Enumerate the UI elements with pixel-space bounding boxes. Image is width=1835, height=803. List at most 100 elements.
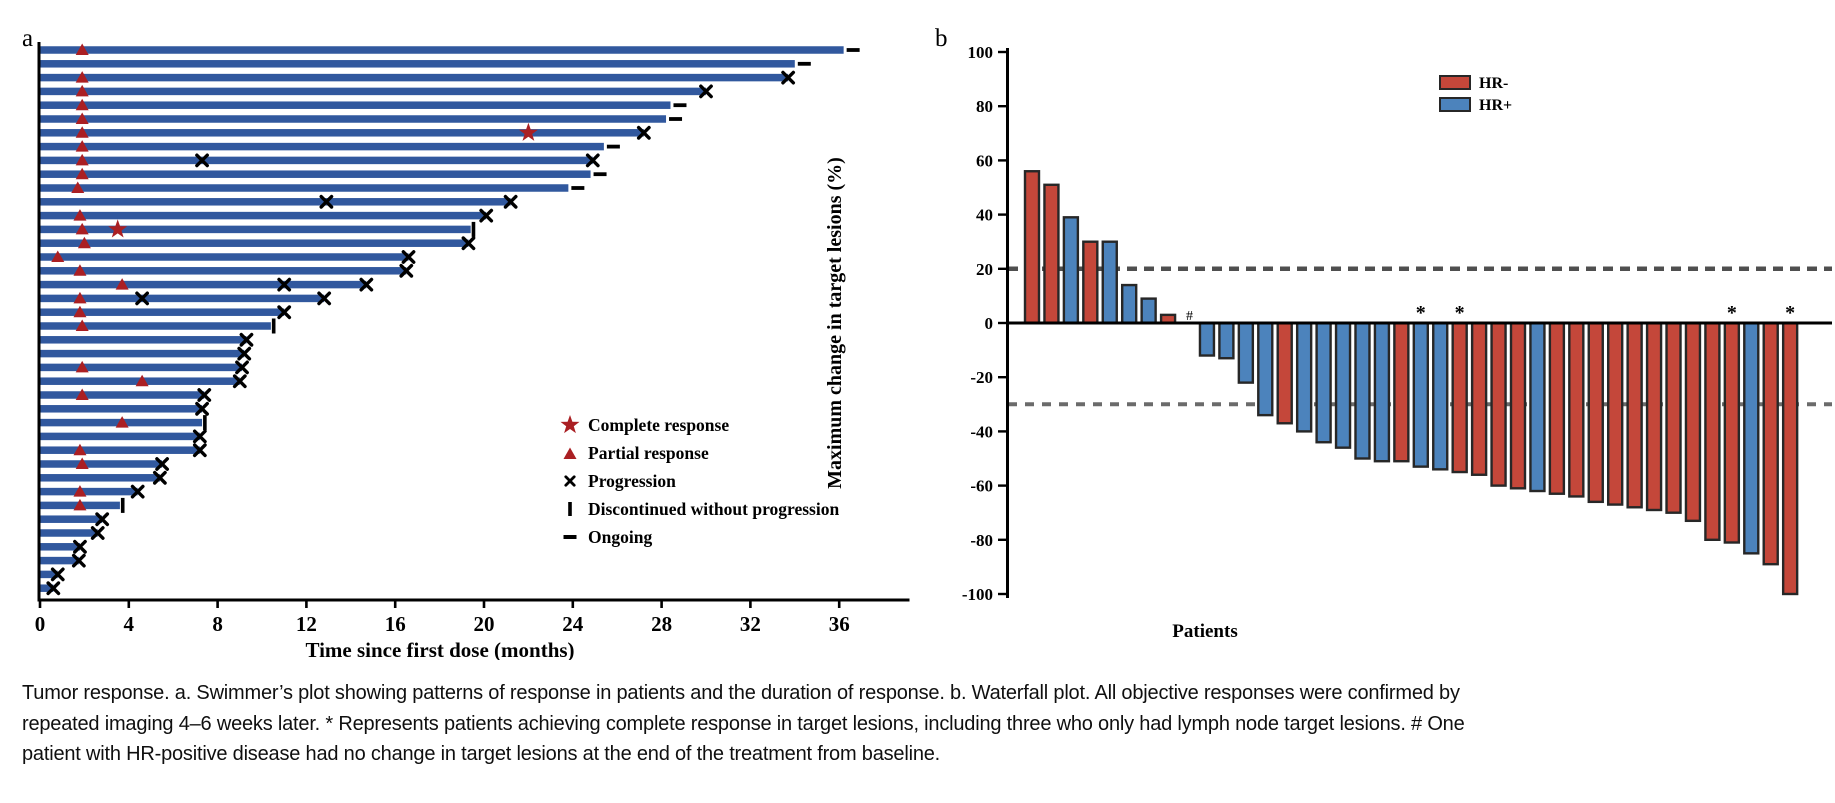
swimmer-bar <box>40 294 325 303</box>
complete-response-asterisk-annotation: * <box>1785 302 1795 324</box>
legend-label: HR- <box>1479 75 1508 92</box>
partial-response-triangle-icon <box>75 167 89 180</box>
panel-a-x-axis <box>37 598 910 602</box>
swimmer-bar <box>40 349 245 358</box>
swimmer-bar <box>40 142 604 151</box>
ongoing-dash-icon <box>797 61 811 66</box>
waterfall-bar <box>1743 321 1760 555</box>
progression-x-icon <box>155 457 169 471</box>
ongoing-dash-icon <box>571 186 585 190</box>
panel-b-legend-item: HR+ <box>1439 97 1512 114</box>
progression-x-icon <box>195 153 209 168</box>
swimmer-bar <box>40 543 80 551</box>
swimmer-bar <box>40 322 271 330</box>
swimmer-bar <box>40 308 285 316</box>
partial-response-triangle-icon <box>73 264 87 276</box>
y-axis-tick <box>998 105 1006 108</box>
panel-b-legend-item: HR- <box>1439 75 1508 92</box>
complete-response-star-icon <box>108 219 128 238</box>
waterfall-bar <box>1023 170 1041 325</box>
swimmer-bar <box>40 253 409 261</box>
panel-a-legend-item: Ongoing <box>563 527 652 547</box>
complete-response-asterisk-annotation: * <box>1455 302 1465 324</box>
panel-a-y-axis <box>37 42 41 600</box>
y-axis-tick-label: 60 <box>976 151 993 170</box>
progression-x-icon <box>585 153 600 168</box>
y-axis-tick <box>998 267 1006 270</box>
waterfall-bar <box>1509 321 1527 490</box>
waterfall-bar <box>1626 321 1643 509</box>
waterfall-bar <box>1412 321 1430 468</box>
legend-label: Progression <box>588 471 676 491</box>
swimmer-bar <box>40 474 160 482</box>
swimmer-bar <box>40 405 203 413</box>
waterfall-bar <box>1276 321 1293 425</box>
legend-label: HR+ <box>1479 97 1512 114</box>
panel-b-y-axis <box>1006 48 1009 598</box>
partial-response-triangle-icon <box>51 250 65 262</box>
swimmer-bar <box>40 280 367 289</box>
x-axis-tick <box>38 600 42 608</box>
swimmer-bar <box>40 556 79 565</box>
x-axis-tick-label: 24 <box>562 612 584 636</box>
progression-x-icon <box>192 443 207 458</box>
legend-swatch <box>1439 97 1471 112</box>
progression-x-icon <box>90 526 105 540</box>
y-axis-tick <box>998 213 1006 216</box>
progression-x-icon <box>479 208 494 223</box>
swimmer-bar <box>40 363 243 372</box>
swimmer-bar <box>40 46 844 54</box>
partial-response-triangle-icon <box>75 126 89 138</box>
waterfall-bar <box>1198 321 1216 357</box>
y-axis-tick-label: 0 <box>985 314 994 333</box>
waterfall-bar <box>1295 321 1313 433</box>
progression-x-icon <box>232 374 247 389</box>
waterfall-bar <box>1587 321 1604 504</box>
x-axis-tick-label: 8 <box>212 612 223 636</box>
partial-response-triangle-icon <box>73 485 87 497</box>
waterfall-bar <box>1684 321 1702 523</box>
partial-response-triangle-icon <box>75 43 89 55</box>
waterfall-bar <box>1237 321 1255 384</box>
y-axis-tick <box>998 321 1006 325</box>
progression-x-icon <box>95 512 110 527</box>
legend-label: Partial response <box>588 443 709 463</box>
progression-x-icon <box>359 277 374 292</box>
swimmer-bar <box>40 515 103 523</box>
waterfall-bar <box>1062 216 1080 325</box>
swimmer-bar <box>40 87 706 96</box>
waterfall-bar <box>1218 321 1235 360</box>
partial-response-triangle-icon <box>75 112 89 124</box>
y-axis-tick-label: -80 <box>970 531 993 550</box>
waterfall-bar <box>1704 321 1721 542</box>
panel-a-legend-item: Discontinued without progression <box>568 499 839 519</box>
y-axis-tick <box>998 159 1006 162</box>
waterfall-bar <box>1082 240 1099 325</box>
partial-response-triangle-icon <box>73 291 87 304</box>
progression-x-icon <box>46 581 61 596</box>
x-axis-tick-label: 20 <box>474 612 495 636</box>
partial-response-triangle-icon <box>75 84 89 97</box>
y-axis-tick <box>998 376 1006 379</box>
no-change-hash-annotation: # <box>1186 309 1193 324</box>
x-axis-tick <box>305 600 308 608</box>
ongoing-dash-icon <box>606 144 620 149</box>
y-axis-tick <box>998 538 1006 541</box>
progression-x-icon <box>73 539 87 554</box>
waterfall-bar <box>1043 183 1060 325</box>
progression-x-icon <box>781 70 796 85</box>
progression-x-icon <box>135 291 150 306</box>
waterfall-bar <box>1373 321 1391 463</box>
waterfall-bar <box>1548 321 1566 495</box>
progression-x-icon <box>71 553 86 568</box>
discontinued-bar-icon <box>568 502 572 516</box>
partial-response-triangle-icon <box>73 305 87 318</box>
y-axis-tick <box>998 50 1006 54</box>
swimmer-bar <box>40 115 667 123</box>
waterfall-bar <box>1432 321 1449 471</box>
x-axis-tick-label: 0 <box>35 612 46 636</box>
swimmer-bar <box>40 529 98 537</box>
y-axis-tick-label: 80 <box>976 97 993 116</box>
partial-response-triangle-icon <box>75 153 89 166</box>
x-axis-tick <box>393 600 397 608</box>
